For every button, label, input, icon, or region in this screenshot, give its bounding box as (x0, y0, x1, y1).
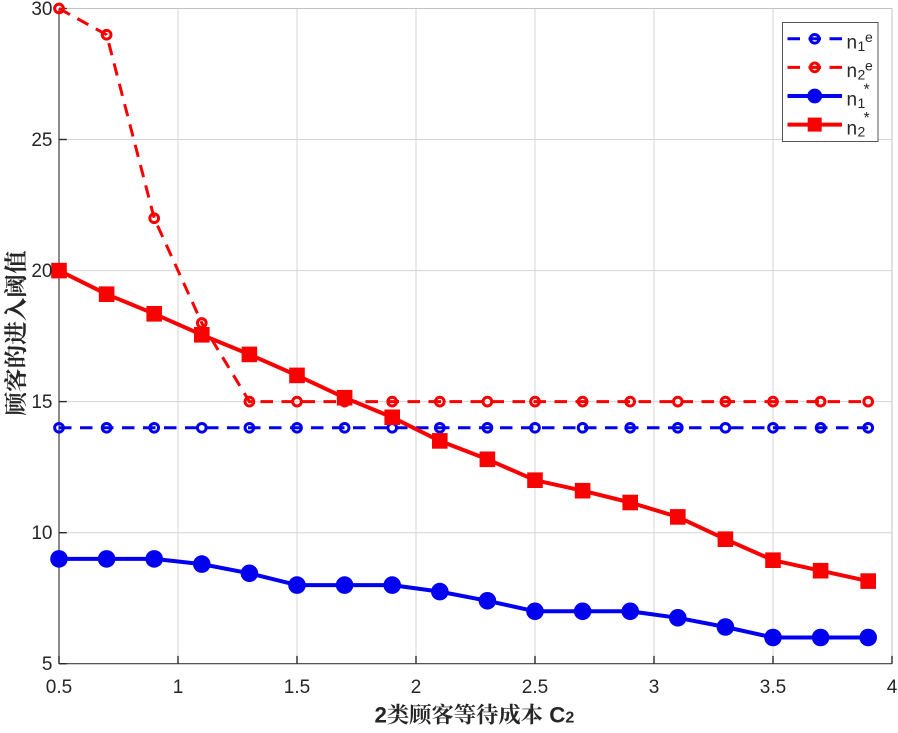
svg-text:5: 5 (42, 654, 53, 675)
svg-text:2: 2 (858, 66, 866, 82)
svg-text:n: n (847, 33, 858, 54)
svg-text:1: 1 (858, 95, 866, 111)
svg-text:e: e (865, 58, 873, 74)
svg-text:3: 3 (649, 677, 660, 698)
svg-text:1.5: 1.5 (284, 677, 310, 698)
svg-text:C: C (549, 703, 565, 728)
svg-text:n: n (847, 90, 858, 111)
svg-text:4: 4 (887, 677, 898, 698)
svg-text:1: 1 (173, 677, 184, 698)
svg-text:1: 1 (858, 38, 866, 54)
svg-text:10: 10 (31, 523, 52, 544)
svg-text:*: * (864, 110, 870, 127)
svg-text:0.5: 0.5 (46, 677, 72, 698)
svg-text:2.5: 2.5 (522, 677, 548, 698)
svg-text:2: 2 (565, 710, 574, 727)
svg-text:25: 25 (31, 130, 52, 151)
svg-text:20: 20 (31, 261, 52, 282)
svg-text:n: n (847, 118, 858, 139)
svg-text:*: * (864, 82, 870, 99)
svg-text:e: e (865, 29, 873, 45)
svg-text:2: 2 (375, 703, 387, 728)
svg-text:2: 2 (858, 124, 866, 140)
svg-text:15: 15 (31, 392, 52, 413)
svg-text:30: 30 (31, 0, 52, 20)
svg-text:3.5: 3.5 (760, 677, 786, 698)
svg-text:2: 2 (411, 677, 422, 698)
svg-text:n: n (847, 61, 858, 82)
